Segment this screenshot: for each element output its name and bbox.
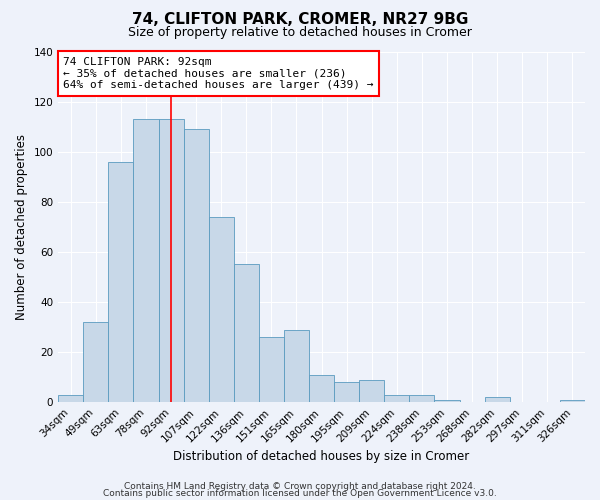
Bar [284, 330, 309, 402]
Bar [309, 374, 334, 402]
Text: Contains HM Land Registry data © Crown copyright and database right 2024.: Contains HM Land Registry data © Crown c… [124, 482, 476, 491]
Text: Contains public sector information licensed under the Open Government Licence v3: Contains public sector information licen… [103, 489, 497, 498]
Y-axis label: Number of detached properties: Number of detached properties [15, 134, 28, 320]
Bar [109, 162, 133, 402]
Bar [83, 322, 109, 402]
Bar [334, 382, 359, 402]
Bar [184, 129, 209, 402]
Text: 74, CLIFTON PARK, CROMER, NR27 9BG: 74, CLIFTON PARK, CROMER, NR27 9BG [132, 12, 468, 28]
Bar [158, 119, 184, 402]
Bar [385, 394, 409, 402]
Bar [58, 394, 83, 402]
Bar [434, 400, 460, 402]
Bar [485, 397, 510, 402]
Bar [259, 337, 284, 402]
Bar [359, 380, 385, 402]
Bar [409, 394, 434, 402]
X-axis label: Distribution of detached houses by size in Cromer: Distribution of detached houses by size … [173, 450, 470, 462]
Text: 74 CLIFTON PARK: 92sqm
← 35% of detached houses are smaller (236)
64% of semi-de: 74 CLIFTON PARK: 92sqm ← 35% of detached… [64, 57, 374, 90]
Bar [209, 217, 234, 402]
Bar [234, 264, 259, 402]
Bar [133, 119, 158, 402]
Text: Size of property relative to detached houses in Cromer: Size of property relative to detached ho… [128, 26, 472, 39]
Bar [560, 400, 585, 402]
